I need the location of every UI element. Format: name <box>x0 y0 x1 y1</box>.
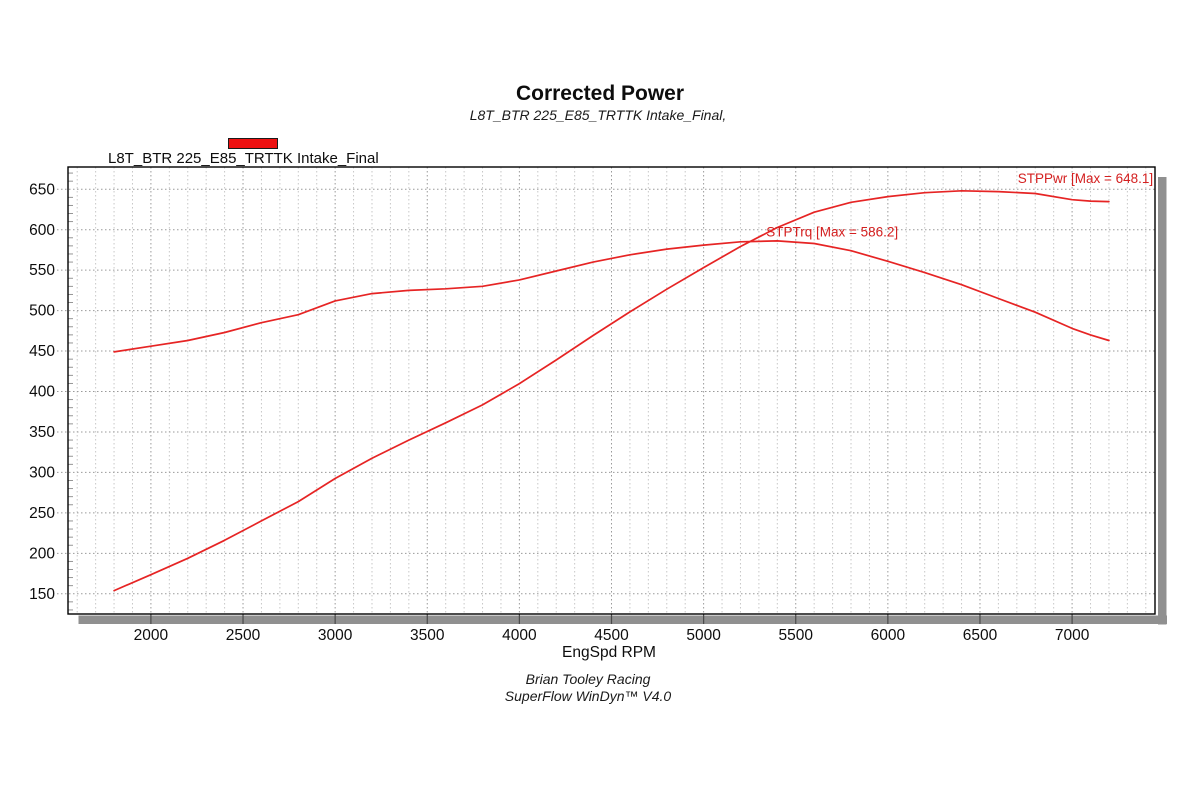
y-tick-label: 450 <box>29 343 55 360</box>
annotation-STPPwr: STPPwr [Max = 648.1] <box>1018 171 1153 186</box>
x-tick-label: 7000 <box>1055 627 1090 644</box>
curve-STPTrq <box>113 240 1110 353</box>
frame-shadow-bottom <box>78 615 1167 624</box>
y-tick-label: 600 <box>29 222 55 239</box>
x-tick-label: 3000 <box>318 627 353 644</box>
footer-software-version: SuperFlow WinDyn™ V4.0 <box>504 688 672 704</box>
curve-STPPwr <box>113 189 1110 592</box>
x-tick-label: 6500 <box>963 627 998 644</box>
x-tick-label: 5500 <box>778 627 813 644</box>
chart-subtitle: L8T_BTR 225_E85_TRTTK Intake_Final, <box>469 107 727 123</box>
x-tick-label: 2000 <box>134 627 169 644</box>
y-tick-label: 300 <box>29 465 55 482</box>
x-tick-label: 6000 <box>871 627 906 644</box>
y-tick-label: 150 <box>29 586 55 603</box>
y-tick-label: 350 <box>29 424 55 441</box>
x-tick-label: 2500 <box>226 627 261 644</box>
x-tick-label: 5000 <box>686 627 721 644</box>
legend-label: L8T_BTR 225_E85_TRTTK Intake_Final <box>108 150 379 167</box>
y-tick-label: 550 <box>29 262 55 279</box>
grid-major <box>57 167 1155 614</box>
y-tick-label: 400 <box>29 384 55 401</box>
y-tick-label: 500 <box>29 303 55 320</box>
legend-swatch <box>228 138 278 149</box>
x-tick-label: 4000 <box>502 627 537 644</box>
frame-shadow-right <box>1158 177 1167 625</box>
axis-tick-labels: 2000 2500 3000 3500 4000 4500 5000 5500 6000 6500… <box>29 181 1090 644</box>
grid-minor-vertical <box>76 167 1147 614</box>
x-tick-label: 4500 <box>594 627 629 644</box>
chart-title: Corrected Power <box>515 82 685 105</box>
plot-frame <box>67 166 1156 615</box>
y-tick-label: 250 <box>29 505 55 522</box>
x-axis-label: EngSpd RPM <box>562 644 656 661</box>
x-tick-label: 3500 <box>410 627 445 644</box>
annotation-STPTrq: STPTrq [Max = 586.2] <box>766 225 898 240</box>
footer-attribution: Brian Tooley Racing <box>525 671 651 687</box>
y-tick-label: 200 <box>29 545 55 562</box>
y-tick-label: 650 <box>29 181 55 198</box>
axis-ticks <box>68 172 1073 624</box>
